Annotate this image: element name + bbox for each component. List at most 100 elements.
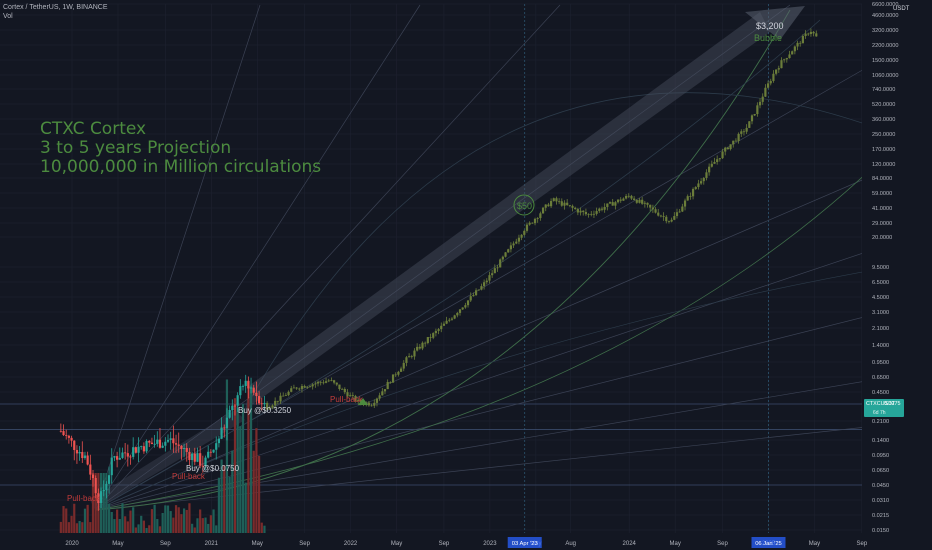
candle-body (188, 451, 191, 460)
volume-bar (239, 426, 242, 533)
volume-bar (102, 473, 105, 533)
candle-body (491, 273, 494, 276)
price-tick: 740.0000 (872, 87, 895, 93)
symbol-line[interactable]: Cortex / TetherUS, 1W, BINANCE (3, 4, 108, 11)
fan-line (94, 4, 791, 511)
candle-body (231, 405, 234, 410)
volume-bar (244, 482, 247, 533)
candle-body (257, 396, 261, 404)
volume-bar (156, 519, 159, 533)
time-tick: Aug (565, 541, 576, 547)
candle-body (402, 362, 405, 369)
candle-body (496, 267, 499, 269)
milestone-circle (513, 194, 535, 216)
candle-body (453, 315, 456, 319)
candle-body (191, 453, 194, 460)
fan-line (94, 4, 261, 511)
time-axis[interactable]: 2020 May Sep 2021 May Sep 2022 May Sep 2023 May Aug… (0, 533, 868, 550)
candle-body (442, 323, 446, 326)
candle-body (67, 435, 70, 438)
candle-body (643, 202, 646, 204)
time-tick: Sep (856, 541, 867, 547)
candle-body (646, 202, 649, 205)
price-tick: 1060.0000 (872, 73, 898, 79)
projection-arrow (245, 12, 770, 410)
price-tag-countdown: 6d 7h (873, 410, 886, 416)
candle-body (266, 402, 269, 410)
candle-body (595, 211, 598, 214)
candle-body (225, 417, 229, 428)
candle-body (209, 451, 212, 453)
volume-bar (196, 518, 199, 533)
candle-body (777, 68, 780, 70)
candle-body (375, 398, 379, 403)
price-tick: 1500.0000 (872, 58, 898, 64)
volume-bar (140, 515, 143, 533)
time-tick: May (112, 541, 123, 547)
candle-body (389, 382, 392, 383)
candle-body (212, 449, 215, 453)
volume-bar (91, 473, 95, 533)
candle-body (681, 206, 684, 212)
candle-body (729, 144, 732, 150)
candle-body (657, 212, 660, 216)
candle-body (381, 391, 384, 396)
candle-body (311, 384, 314, 387)
candle-body (504, 252, 507, 257)
candle-body (590, 213, 593, 215)
candle-body (555, 198, 558, 202)
candle-body (619, 199, 622, 201)
pullback-label: Pull-back (67, 494, 101, 503)
candle-body (659, 215, 663, 217)
candle-body (105, 483, 108, 490)
volume-bar (81, 522, 84, 533)
candle-body (799, 42, 802, 44)
time-tick: 2021 (205, 541, 219, 547)
candle-body (622, 198, 625, 201)
candle-body (812, 31, 815, 34)
candle-body (432, 333, 435, 338)
candle-body (121, 452, 124, 458)
candle-body (697, 183, 700, 188)
volume-bar (207, 523, 210, 533)
volume-bar (70, 515, 73, 533)
candle-body (515, 241, 518, 244)
buy-label: Buy @$0.0750 (186, 464, 240, 473)
volume-bar (215, 525, 218, 533)
candle-body (654, 209, 657, 213)
candle-body (156, 439, 159, 444)
candle-body (405, 357, 408, 363)
candle-body (59, 430, 62, 432)
candle-body (290, 388, 293, 392)
candle-body (721, 151, 724, 159)
candle-body (73, 440, 76, 451)
candle-body (571, 205, 574, 208)
candle-body (180, 445, 183, 450)
volume-label[interactable]: Vol (3, 13, 13, 20)
volume-bar (174, 505, 178, 533)
volume-bar (199, 509, 202, 533)
volume-bar (126, 521, 129, 533)
candle-body (536, 218, 539, 219)
candle-body (418, 346, 421, 349)
candle-body (488, 275, 491, 281)
candle-body (734, 140, 738, 142)
candle-body (667, 221, 671, 222)
candle-body (732, 140, 735, 145)
candle-body (132, 447, 135, 457)
candle-body (517, 237, 521, 242)
candle-body (477, 289, 480, 291)
candle-body (809, 31, 813, 35)
candle-body (161, 445, 164, 448)
price-tick: 20.0000 (872, 235, 892, 241)
price-tick: 0.0215 (872, 513, 889, 519)
price-tick: 0.0950 (872, 453, 889, 459)
volume-bar (94, 473, 97, 533)
candle-body (324, 381, 328, 383)
candle-body (373, 402, 376, 406)
candle-body (279, 395, 282, 402)
candle-body (582, 210, 585, 213)
projection-arc (94, 259, 932, 511)
